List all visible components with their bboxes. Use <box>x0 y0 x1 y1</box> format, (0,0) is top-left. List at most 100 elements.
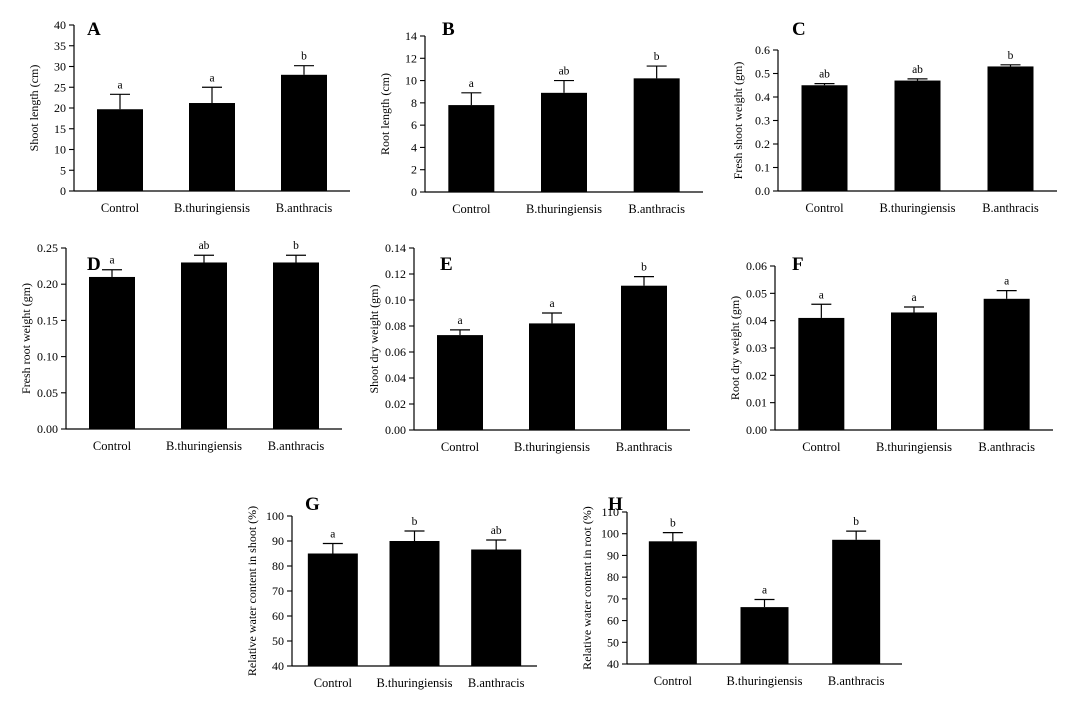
panel-letter: C <box>792 19 806 40</box>
y-tick-label: 0 <box>411 185 417 199</box>
bar <box>891 312 937 430</box>
x-category-label: Control <box>101 201 140 215</box>
y-tick-label: 6 <box>411 118 417 132</box>
bar <box>437 335 483 430</box>
y-tick-label: 0.02 <box>746 368 767 382</box>
panel-a: A 0 5 10 15 20 25 30 35 40 Shoot length (cm) a Contr… <box>27 18 350 215</box>
x-category-label: B.thuringiensis <box>879 201 955 215</box>
x-category-label: B.thuringiensis <box>376 676 452 690</box>
x-category-label: B.thuringiensis <box>174 201 250 215</box>
bar <box>189 103 235 191</box>
y-tick-label: 90 <box>272 534 284 548</box>
y-tick-label: 0.04 <box>385 371 406 385</box>
x-category-label: Control <box>802 440 841 454</box>
panel-g: G 40 50 60 70 80 90 100 Relative water content i… <box>245 494 537 690</box>
y-tick-label: 0.25 <box>37 241 58 255</box>
significance-label: a <box>109 255 114 267</box>
y-tick-label: 0.5 <box>755 67 770 81</box>
significance-label: ab <box>559 66 570 78</box>
bar <box>648 541 697 664</box>
y-tick-label: 15 <box>54 122 66 136</box>
y-tick-label: 0.04 <box>746 314 767 328</box>
y-tick-label: 0.01 <box>746 396 767 410</box>
y-tick-label: 0.03 <box>746 341 767 355</box>
significance-label: b <box>641 262 647 274</box>
y-tick-label: 0.10 <box>385 293 406 307</box>
panel-letter: D <box>87 254 101 275</box>
x-category-label: B.thuringiensis <box>166 439 242 453</box>
y-axis-title: Shoot dry weight (gm) <box>367 285 381 394</box>
panel-letter: B <box>442 19 455 40</box>
y-axis-title: Shoot length (cm) <box>27 65 41 152</box>
significance-label: a <box>330 529 335 541</box>
x-category-label: Control <box>805 201 844 215</box>
y-tick-label: 0.14 <box>385 241 406 255</box>
y-axis-title: Fresh root weight (gm) <box>19 283 33 394</box>
significance-label: a <box>117 79 122 91</box>
significance-label: ab <box>199 240 210 252</box>
y-tick-label: 0.1 <box>755 161 770 175</box>
panel-c: C 0.0 0.1 0.2 0.3 0.4 0.5 0.6 Fresh shoot weight… <box>731 19 1057 215</box>
bar <box>89 276 135 429</box>
x-category-label: B.thuringiensis <box>876 440 952 454</box>
y-tick-label: 0 <box>60 184 66 198</box>
y-tick-label: 0.00 <box>746 423 767 437</box>
x-category-label: B.anthracis <box>616 440 673 454</box>
y-tick-label: 12 <box>405 51 417 65</box>
y-tick-label: 0.05 <box>746 286 767 300</box>
y-tick-label: 110 <box>601 505 619 519</box>
x-category-label: B.anthracis <box>828 674 885 688</box>
bar <box>471 549 522 666</box>
x-category-label: B.anthracis <box>468 676 525 690</box>
y-tick-label: 70 <box>607 592 619 606</box>
y-tick-label: 0.6 <box>755 43 770 57</box>
x-category-label: B.anthracis <box>268 439 325 453</box>
bar <box>832 539 881 664</box>
panel-e: E 0.00 0.02 0.04 0.06 0.08 0.10 0.12 0.14 Shoot d… <box>367 241 690 454</box>
y-tick-label: 80 <box>272 559 284 573</box>
y-tick-label: 40 <box>607 657 619 671</box>
y-tick-label: 0.06 <box>746 259 767 273</box>
panel-f: F 0.00 0.01 0.02 0.03 0.04 0.05 0.06 Root dry we… <box>728 254 1053 454</box>
y-tick-label: 8 <box>411 96 417 110</box>
panel-letter: F <box>792 254 804 275</box>
significance-label: b <box>301 51 307 63</box>
y-axis-title: Fresh shoot weight (gm) <box>731 62 745 180</box>
y-tick-label: 40 <box>54 18 66 32</box>
y-tick-label: 50 <box>607 635 619 649</box>
y-tick-label: 60 <box>272 609 284 623</box>
y-tick-label: 25 <box>54 80 66 94</box>
significance-label: a <box>762 585 767 597</box>
significance-label: b <box>853 516 859 528</box>
y-tick-label: 0.2 <box>755 137 770 151</box>
y-axis-title: Relative water content in root (%) <box>580 506 594 670</box>
y-tick-label: 0.3 <box>755 114 770 128</box>
y-tick-label: 0.15 <box>37 313 58 327</box>
y-tick-label: 10 <box>54 143 66 157</box>
significance-label: a <box>1004 276 1009 288</box>
bar <box>448 105 495 192</box>
bar <box>307 553 358 666</box>
panel-d: D 0.00 0.05 0.10 0.15 0.20 0.25 Fresh root weig… <box>19 240 342 453</box>
y-tick-label: 50 <box>272 634 284 648</box>
x-category-label: B.anthracis <box>628 202 685 216</box>
y-tick-label: 100 <box>266 509 284 523</box>
y-tick-label: 4 <box>411 140 417 154</box>
x-category-label: Control <box>452 202 491 216</box>
x-category-label: Control <box>441 440 480 454</box>
bar <box>181 262 227 429</box>
significance-label: b <box>670 518 676 530</box>
x-category-label: Control <box>93 439 132 453</box>
significance-label: ab <box>819 69 830 81</box>
y-tick-label: 0.05 <box>37 386 58 400</box>
bar <box>389 541 440 666</box>
y-tick-label: 0.12 <box>385 267 406 281</box>
panel-letter: H <box>608 494 623 515</box>
bar <box>987 66 1034 191</box>
y-tick-label: 80 <box>607 570 619 584</box>
y-tick-label: 2 <box>411 163 417 177</box>
y-tick-label: 14 <box>405 29 417 43</box>
y-axis-title: Root dry weight (gm) <box>728 296 742 400</box>
y-tick-label: 70 <box>272 584 284 598</box>
